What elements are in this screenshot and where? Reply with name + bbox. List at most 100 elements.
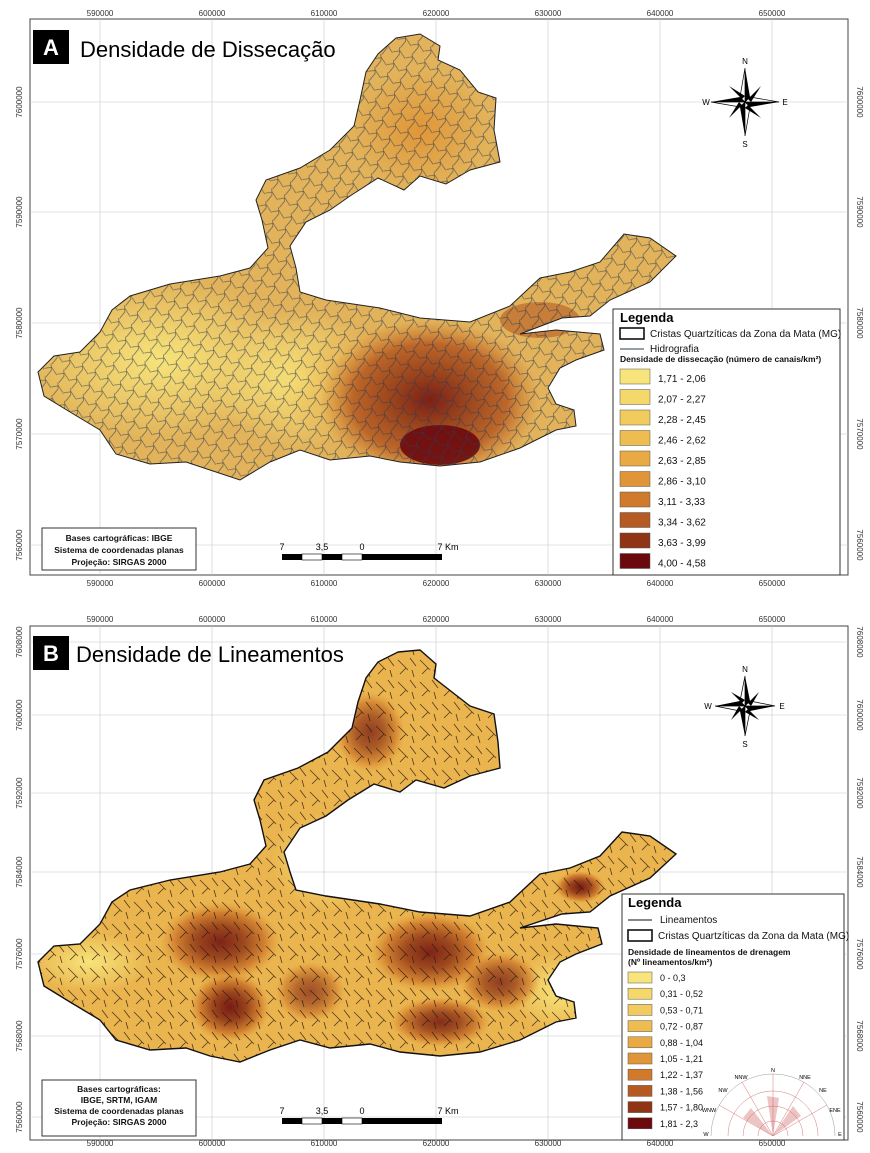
legend-class-label: 1,57 - 1,80 (660, 1103, 703, 1113)
svg-text:640000: 640000 (647, 1139, 674, 1148)
svg-text:7590000: 7590000 (15, 196, 24, 228)
legend-swatch (627, 1117, 653, 1130)
svg-text:630000: 630000 (535, 1139, 562, 1148)
svg-text:630000: 630000 (535, 615, 562, 624)
svg-text:Legenda: Legenda (628, 895, 682, 910)
panel-letter-box (33, 30, 69, 64)
bases-box-a: Bases cartográficas: IBGE Sistema de coo… (41, 527, 197, 571)
panel-b: 590000 600000 610000 620000 630000 64000… (0, 612, 870, 1148)
svg-text:7560000: 7560000 (15, 1101, 24, 1133)
svg-text:590000: 590000 (87, 615, 114, 624)
svg-text:Lineamentos: Lineamentos (660, 915, 717, 926)
svg-text:Bases cartográficas:: Bases cartográficas: (77, 1084, 161, 1094)
svg-text:7: 7 (279, 1106, 284, 1116)
legend-class-label: 3,63 - 3,99 (658, 538, 706, 549)
svg-text:NW: NW (718, 1088, 728, 1094)
svg-text:620000: 620000 (423, 615, 450, 624)
svg-text:NE: NE (819, 1088, 827, 1094)
svg-text:590000: 590000 (87, 579, 114, 588)
boundary-swatch (627, 929, 653, 942)
legend-class-label: 2,07 - 2,27 (658, 395, 706, 406)
map-b: 590000 600000 610000 620000 630000 64000… (15, 615, 864, 1148)
legend-class-label: 3,11 - 3,33 (658, 497, 706, 508)
svg-text:7560000: 7560000 (855, 529, 864, 561)
svg-text:3,5: 3,5 (316, 1106, 329, 1116)
legend-swatch (619, 512, 651, 528)
svg-text:7580000: 7580000 (15, 307, 24, 339)
svg-text:630000: 630000 (535, 9, 562, 18)
legend-swatch (619, 553, 651, 569)
scale-bar-a: 7 3,5 0 7 Km (279, 542, 459, 561)
svg-text:620000: 620000 (423, 9, 450, 18)
svg-text:Sistema de coordenadas planas: Sistema de coordenadas planas (54, 1106, 184, 1116)
svg-text:7: 7 (279, 542, 284, 552)
svg-text:N: N (742, 57, 748, 66)
svg-text:7 Km: 7 Km (437, 542, 458, 552)
svg-text:7560000: 7560000 (15, 529, 24, 561)
svg-text:Densidade de dissecação (númer: Densidade de dissecação (número de canai… (620, 354, 821, 364)
svg-text:7600000: 7600000 (855, 699, 864, 731)
legend-class-label: 0 - 0,3 (660, 973, 686, 983)
boundary-swatch (619, 327, 645, 340)
svg-text:610000: 610000 (311, 1139, 338, 1148)
svg-text:Hidrografia: Hidrografia (650, 344, 699, 355)
svg-text:S: S (742, 740, 747, 749)
x-ticks-top: 590000 600000 610000 620000 630000 64000… (87, 615, 786, 624)
panel-letter: A (43, 35, 59, 60)
svg-text:610000: 610000 (311, 579, 338, 588)
x-ticks-bottom: 590000 600000 610000 620000 630000 64000… (87, 579, 786, 588)
svg-text:Projeção: SIRGAS 2000: Projeção: SIRGAS 2000 (72, 1117, 167, 1127)
map-title: Densidade de Dissecação (80, 37, 336, 62)
legend-class-label: 1,71 - 2,06 (658, 374, 706, 385)
svg-text:NNW: NNW (734, 1075, 748, 1081)
svg-text:7600000: 7600000 (15, 86, 24, 118)
svg-text:640000: 640000 (647, 9, 674, 18)
legend-class-label: 1,22 - 1,37 (660, 1070, 703, 1080)
panel-letter: B (43, 641, 59, 666)
svg-text:640000: 640000 (647, 579, 674, 588)
svg-text:WNW: WNW (702, 1108, 717, 1114)
svg-text:W: W (703, 1132, 709, 1138)
legend-swatch (619, 409, 651, 426)
svg-text:NNE: NNE (799, 1075, 811, 1081)
y-ticks-left: 7608000 7600000 7592000 7584000 7576000 … (15, 626, 24, 1133)
svg-text:0: 0 (359, 1106, 364, 1116)
legend-class-label: 0,53 - 0,71 (660, 1005, 703, 1015)
legend-swatch (627, 1004, 653, 1016)
legend-swatch (619, 491, 651, 508)
svg-text:600000: 600000 (199, 9, 226, 18)
svg-text:7570000: 7570000 (15, 418, 24, 450)
panel-letter-box (33, 636, 69, 670)
legend-a-classes: 1,71 - 2,06 2,07 - 2,27 2,28 - 2,45 2,46 - … (619, 368, 706, 570)
svg-text:7 Km: 7 Km (437, 1106, 458, 1116)
legend-swatch (627, 1020, 653, 1032)
svg-text:650000: 650000 (759, 579, 786, 588)
svg-text:600000: 600000 (199, 579, 226, 588)
svg-text:7590000: 7590000 (855, 196, 864, 228)
svg-text:(Nº lineamentos/km²): (Nº lineamentos/km²) (628, 957, 713, 967)
svg-text:7570000: 7570000 (855, 418, 864, 450)
svg-text:620000: 620000 (423, 1139, 450, 1148)
legend-a: Legenda Cristas Quartzíticas da Zona da … (612, 308, 841, 576)
svg-text:E: E (782, 98, 787, 107)
legend-swatch (619, 471, 651, 487)
svg-text:7600000: 7600000 (855, 86, 864, 118)
svg-text:Projeção: SIRGAS 2000: Projeção: SIRGAS 2000 (72, 557, 167, 567)
legend-b-classes: 0 - 0,3 0,31 - 0,52 0,53 - 0,71 0,72 - 0,87… (627, 971, 703, 1130)
legend-class-label: 4,00 - 4,58 (658, 559, 706, 570)
svg-text:N: N (742, 665, 748, 674)
legend-swatch (619, 430, 651, 446)
svg-text:7576000: 7576000 (855, 938, 864, 970)
svg-text:7568000: 7568000 (15, 1020, 24, 1052)
legend-class-label: 1,81 - 2,3 (660, 1119, 698, 1129)
legend-swatch (627, 971, 653, 984)
y-ticks-right: 7600000 7590000 7580000 7570000 7560000 (855, 86, 864, 561)
svg-text:ENE: ENE (829, 1108, 841, 1114)
legend-class-label: 0,88 - 1,04 (660, 1038, 703, 1048)
svg-text:650000: 650000 (759, 615, 786, 624)
svg-text:W: W (704, 702, 712, 711)
svg-text:N: N (771, 1068, 775, 1074)
svg-text:7560000: 7560000 (855, 1101, 864, 1133)
legend-swatch (619, 450, 651, 467)
x-ticks-bottom: 590000 600000 610000 620000 630000 64000… (87, 1139, 786, 1148)
